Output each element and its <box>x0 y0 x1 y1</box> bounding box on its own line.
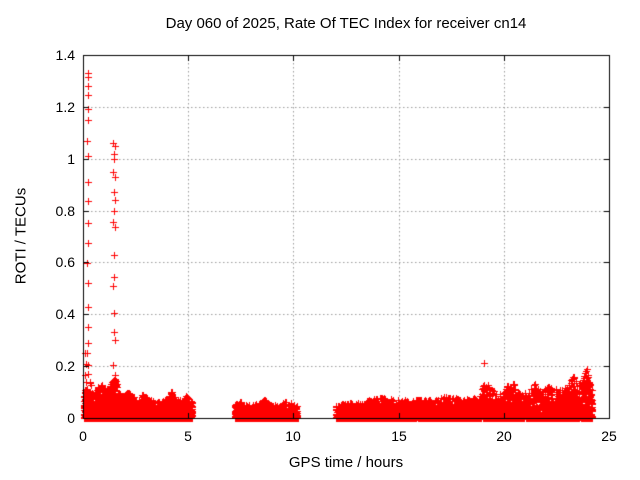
y-tick-label: 1 <box>67 151 75 167</box>
x-tick-label: 0 <box>79 428 87 444</box>
y-tick-label: 0.2 <box>55 358 75 374</box>
x-tick-label: 25 <box>601 428 617 444</box>
x-tick-label: 15 <box>391 428 407 444</box>
y-tick-label: 0 <box>67 410 75 426</box>
y-tick-label: 0.6 <box>55 254 75 270</box>
x-tick-label: 20 <box>496 428 512 444</box>
y-tick-label: 0.8 <box>55 203 75 219</box>
y-tick-label: 1.4 <box>55 47 75 63</box>
y-tick-label: 0.4 <box>55 306 75 322</box>
x-tick-label: 5 <box>184 428 192 444</box>
y-tick-label: 1.2 <box>55 99 75 115</box>
x-tick-label: 10 <box>285 428 301 444</box>
